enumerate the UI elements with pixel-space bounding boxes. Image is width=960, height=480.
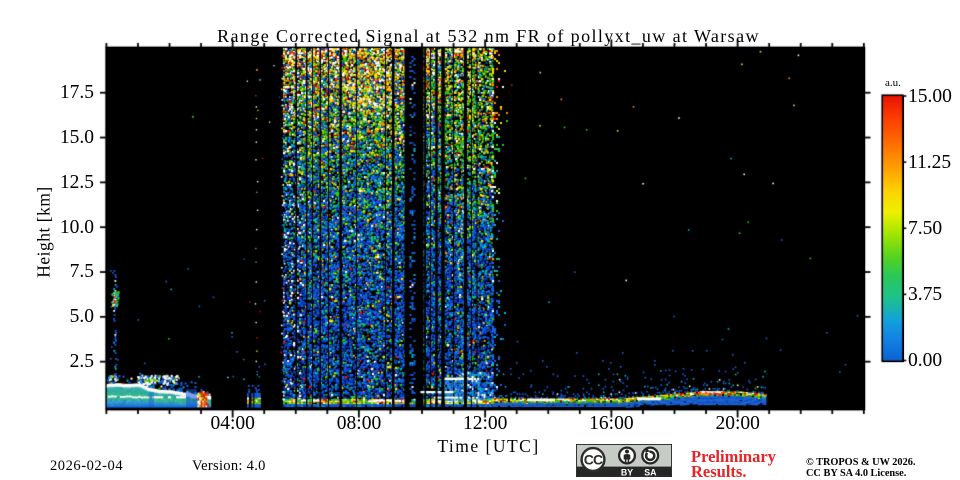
- svg-text:CC: CC: [584, 452, 603, 468]
- svg-text:BY: BY: [621, 467, 633, 477]
- svg-text:SA: SA: [644, 467, 657, 477]
